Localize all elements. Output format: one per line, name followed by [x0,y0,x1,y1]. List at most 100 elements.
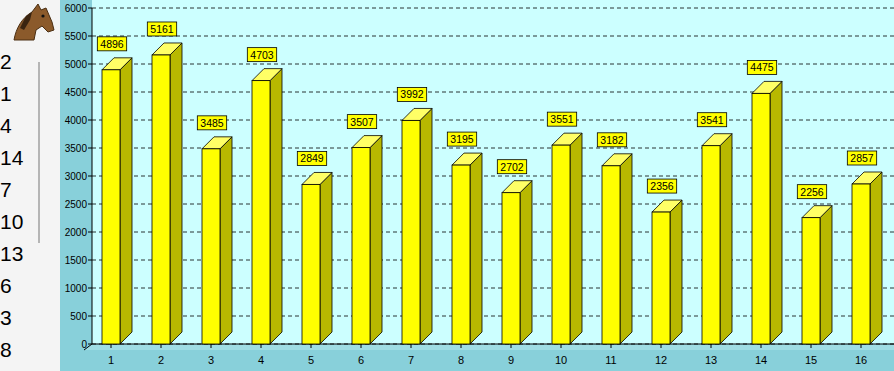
x-tick-label: 7 [408,354,414,366]
bar-3d [852,172,882,344]
bar [452,165,470,344]
grid-line [92,8,894,9]
data-label: 3485 [200,117,224,129]
data-label: 2857 [850,152,874,164]
plot-area [92,0,894,344]
data-label-box [197,116,226,130]
x-tick [861,344,862,348]
y-tick-label: 5000 [65,59,88,70]
bar-top [702,134,732,146]
bars [102,43,882,344]
y-tick-label: 2500 [65,199,88,210]
bar-3d [602,154,632,344]
x-tick [711,344,712,348]
bar [152,55,170,344]
y-tick-label: 500 [70,311,87,322]
bar-top [652,200,682,212]
sidebar-number: 4 [0,114,12,137]
sidebar-number: 2 [0,50,12,73]
x-tick [561,344,562,348]
bar-side [820,206,832,344]
y-tick-label: 3000 [65,171,88,182]
x-tick-label: 13 [705,354,717,366]
data-label-box [647,179,676,193]
x-tick-label: 14 [755,354,767,366]
y-tick [88,8,92,9]
x-tick [461,344,462,348]
x-tick [261,344,262,348]
y-tick [88,176,92,177]
x-tick [761,344,762,348]
x-tick-label: 10 [555,354,567,366]
bar-side [370,136,382,344]
bar-top [352,136,382,148]
bar-3d [352,136,382,344]
bar [752,93,770,344]
data-label: 4896 [100,38,124,50]
x-tick-label: 6 [358,354,364,366]
bar-3d [102,58,132,344]
y-tick [88,260,92,261]
data-label: 3182 [600,134,624,146]
x-tick-label: 9 [508,354,514,366]
y-tick [88,36,92,37]
bar-top [252,69,282,81]
bar-top [452,153,482,165]
bar-3d [652,200,682,344]
data-label-box [447,132,476,146]
data-label-box [747,60,776,74]
sidebar-divider [38,62,40,243]
sidebar-number: 1 [0,82,12,105]
bar [352,148,370,344]
data-label: 3541 [700,114,724,126]
bar-side [470,153,482,344]
y-tick [88,148,92,149]
bar-side [670,200,682,344]
data-label: 4475 [750,61,774,73]
data-label: 3992 [400,88,424,100]
data-label: 3195 [450,133,474,145]
bar-side [270,69,282,344]
bar-3d [152,43,182,344]
x-tick [511,344,512,348]
bar-3d [252,69,282,344]
bar-side [170,43,182,344]
y-tick [88,64,92,65]
data-label-box [597,133,626,147]
y-tick [88,288,92,289]
bar-top [202,137,232,149]
sidebar-number: 7 [0,178,12,201]
data-label: 5161 [150,23,174,35]
x-tick-label: 16 [855,354,867,366]
bar-side [720,134,732,344]
sidebar-bg [0,0,60,371]
sidebar-number: 3 [0,306,12,329]
bar-3d [302,172,332,344]
bar-top [752,81,782,93]
horse-eye [41,14,44,17]
bar-3d [802,206,832,344]
bar-top [152,43,182,55]
sidebar-number: 13 [0,242,23,265]
x-tick [311,344,312,348]
y-tick-label: 1500 [65,255,88,266]
bar-side [570,133,582,344]
bar-3d [702,134,732,344]
data-label-box [697,113,726,127]
x-tick [361,344,362,348]
y-tick-label: 2000 [65,227,88,238]
bar [402,120,420,344]
bar-top [402,108,432,120]
bar [802,218,820,344]
bar-side [870,172,882,344]
sidebar-number: 8 [0,338,12,361]
y-tick [88,92,92,93]
x-tick-label: 4 [258,354,264,366]
sidebar-number: 6 [0,274,12,297]
bar [102,70,120,344]
bar [302,184,320,344]
data-label: 2356 [650,180,674,192]
bar-side [420,108,432,344]
data-label: 3551 [550,113,574,125]
y-axis [92,8,93,344]
